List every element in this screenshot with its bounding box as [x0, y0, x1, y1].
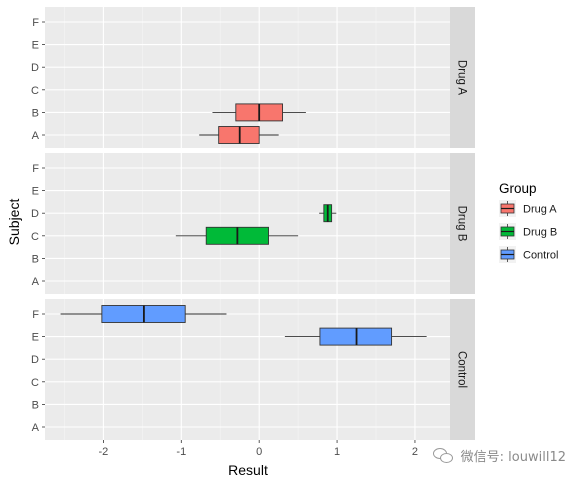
y-tick-label: C	[31, 231, 39, 243]
facet-strip-label: Control	[456, 351, 468, 388]
legend-item-drug-a: Drug A	[499, 200, 557, 217]
box-control-e	[284, 327, 427, 346]
wechat-icon	[432, 447, 455, 465]
x-tick-label: 1	[334, 446, 340, 458]
x-tick-label: 0	[256, 446, 262, 458]
legend-label: Drug A	[523, 204, 557, 216]
y-tick-label: B	[32, 107, 39, 119]
legend: Group Drug A Drug B Control	[499, 181, 558, 263]
panel-background	[45, 153, 450, 294]
legend-label: Drug B	[523, 227, 557, 239]
facet-strip	[450, 7, 475, 148]
y-tick-label: E	[32, 186, 39, 198]
legend-label: Control	[523, 250, 558, 262]
y-tick-label: E	[32, 332, 39, 344]
watermark-text: 微信号: louwill12	[460, 450, 566, 465]
box-drug-b-d	[319, 204, 337, 223]
facet-strip	[450, 299, 475, 440]
box-drug-a-b	[212, 103, 306, 122]
y-tick-label: B	[32, 253, 39, 265]
y-tick-label: F	[32, 309, 39, 321]
y-tick-label: D	[31, 208, 39, 220]
x-tick-label: -1	[176, 446, 186, 458]
facet-strip-label: Drug B	[456, 206, 468, 242]
y-tick-label: E	[32, 40, 39, 52]
y-tick-label: F	[32, 163, 39, 175]
y-tick-label: D	[31, 354, 39, 366]
legend-item-drug-b: Drug B	[499, 223, 557, 240]
y-tick-label: A	[32, 276, 40, 288]
x-axis-title: Result	[228, 462, 268, 478]
y-tick-label: C	[31, 377, 39, 389]
box-drug-a-a	[199, 126, 279, 144]
facet-strip-label: Drug A	[456, 60, 468, 95]
panel-background	[45, 7, 450, 148]
y-tick-label: A	[32, 422, 40, 434]
y-tick-label: B	[32, 399, 39, 411]
y-tick-label: A	[32, 130, 40, 142]
watermark: 微信号: louwill12	[432, 446, 566, 465]
y-tick-label: D	[31, 62, 39, 74]
y-tick-label: C	[31, 85, 39, 97]
x-tick-label: 2	[412, 446, 418, 458]
legend-title: Group	[499, 181, 537, 196]
y-tick-label: F	[32, 17, 39, 29]
box-drug-b-c	[175, 226, 299, 245]
y-axis-title: Subject	[6, 199, 22, 246]
facet-strip	[450, 153, 475, 294]
x-tick-label: -2	[99, 446, 109, 458]
box-control-f	[60, 305, 227, 323]
legend-item-control: Control	[499, 246, 558, 263]
